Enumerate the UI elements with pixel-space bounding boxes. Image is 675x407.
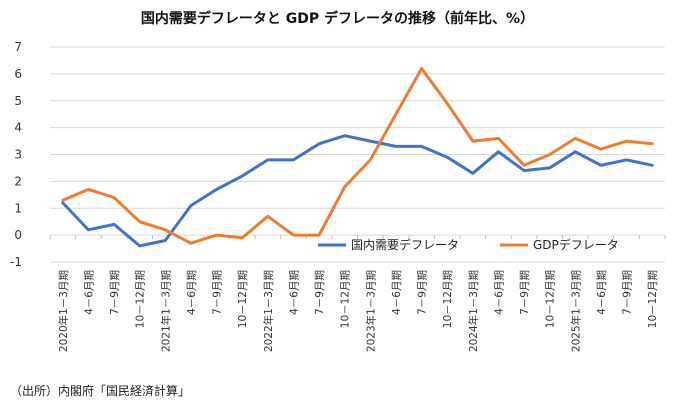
series-line-1 (61, 134, 654, 248)
x-tick-label: 2020年1－3月期 (57, 270, 70, 352)
x-tick-label: 4－6月期 (596, 270, 608, 315)
x-tick-label: 2023年1－3月期 (364, 270, 377, 352)
x-tick-label: 4－6月期 (83, 270, 95, 315)
y-tick-label: 3 (14, 148, 22, 162)
x-tick-label: 4－6月期 (493, 270, 505, 315)
x-tick-label: 10－12月期 (442, 270, 454, 328)
y-tick-label: 0 (14, 228, 22, 242)
x-tick-label: 4－6月期 (288, 270, 300, 315)
x-tick-label: 7－9月期 (314, 270, 326, 315)
y-tick-label: -1 (10, 255, 22, 269)
x-tick-label: 10－12月期 (545, 270, 557, 328)
x-tick-label: 7－9月期 (519, 270, 531, 315)
x-tick-label: 7－9月期 (212, 270, 224, 315)
x-tick-label: 2025年1－3月期 (569, 270, 582, 352)
x-tick-label: 10－12月期 (237, 270, 249, 328)
series-line-2 (61, 67, 654, 245)
x-tick-label: 4－6月期 (391, 270, 403, 315)
y-tick-label: 5 (14, 94, 22, 108)
x-tick-label: 7－9月期 (622, 270, 634, 315)
x-tick-label: 2022年1－3月期 (262, 270, 275, 352)
y-tick-label: 4 (14, 121, 22, 135)
legend-label-2: GDPデフレータ (533, 237, 619, 252)
x-tick-label: 10－12月期 (135, 270, 147, 328)
x-tick-label: 4－6月期 (186, 270, 198, 315)
line-chart: -1 0 1 2 3 4 5 6 7 2020年1－3月期 4－6月期 7－9月期 10－12月期 202… (10, 40, 666, 352)
legend-label-1: 国内需要デフレータ (351, 237, 459, 252)
x-tick-label: 10－12月期 (340, 270, 352, 328)
x-tick-label: 2021年1－3月期 (159, 270, 172, 352)
source-note: （出所）内閣府「国民経済計算」 (10, 384, 191, 398)
x-tick-label: 7－9月期 (109, 270, 121, 315)
x-tick-label: 7－9月期 (417, 270, 429, 315)
y-tick-label: 1 (14, 201, 22, 215)
x-tick-label: 2024年1－3月期 (467, 270, 480, 352)
y-tick-label: 6 (14, 67, 22, 81)
y-tick-label: 2 (14, 174, 22, 188)
chart-title: 国内需要デフレータと GDP デフレータの推移（前年比、%） (140, 11, 535, 27)
y-tick-label: 7 (14, 40, 22, 54)
x-tick-label: 10－12月期 (647, 270, 659, 328)
